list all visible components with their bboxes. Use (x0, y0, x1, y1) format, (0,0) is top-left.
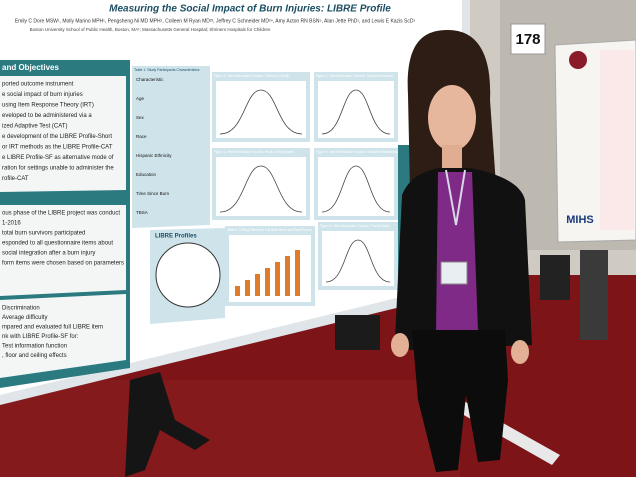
poster-affiliation: Boston University School of Public Healt… (30, 27, 271, 32)
shirt (436, 172, 478, 332)
poster-line: mpared and evaluated full LIBRE item (2, 325, 103, 331)
poster-title: Measuring the Social Impact of Burn Inju… (109, 4, 391, 15)
poster-line: rofile-CAT (2, 176, 29, 182)
figure-plot (216, 81, 306, 138)
poster-line: ized Adaptive Test (CAT) (2, 124, 67, 130)
neck (442, 145, 462, 173)
hand-right (511, 340, 529, 364)
decor-bar (235, 286, 240, 296)
poster-line: ported outcome instrument (2, 82, 74, 88)
figure-plot (318, 157, 394, 216)
decor-curve (219, 89, 303, 135)
left-text: ported outcome instrument e social impact… (2, 82, 114, 183)
figure-plot (322, 231, 394, 286)
bg-person-left (125, 372, 210, 477)
figure-label: Figure 1. Test Information Function: Fri… (214, 74, 289, 78)
poster-line: Average difficulty (2, 315, 47, 321)
profiles-label: LIBRE Profiles (155, 234, 197, 240)
poster-line: Race (136, 134, 147, 139)
figure-label: Figure 6. Test Information Function: Fam… (320, 224, 390, 228)
figure-label: Table 2. Ceiling Effects for Full Bank I… (227, 228, 312, 232)
poster-line: total burn survivors participated (2, 231, 85, 237)
side-logo (569, 51, 587, 69)
decor-bar (285, 256, 290, 296)
poster-line: Test information function (2, 344, 67, 350)
poster-line: Sex (136, 115, 145, 120)
left-box (0, 76, 126, 192)
profiles-wheel (155, 242, 221, 308)
decor-curve (219, 165, 303, 213)
lanyard (445, 169, 466, 226)
methods-box (0, 205, 126, 296)
poster-line: or IRT methods as the LIBRE Profile-CAT (2, 145, 113, 151)
figure-label: Figure 4. Test Information Function: Wor… (214, 150, 294, 154)
booth-number: 178 (515, 31, 540, 48)
decor-bar (245, 280, 250, 296)
decor-bar (255, 274, 260, 296)
decor-bar (275, 262, 280, 296)
poster-line: esponded to all questionnaire items abou… (2, 241, 113, 247)
figure-plot (216, 157, 306, 216)
table-box (132, 66, 210, 228)
side-column (600, 50, 634, 230)
poster-authors: Emily C Dore MSW¹, Molly Marino MPH¹, Pe… (15, 18, 416, 24)
decor-bar (265, 268, 270, 296)
poster-line: Age (136, 96, 145, 101)
results-box (0, 294, 126, 378)
decor-curve (325, 239, 391, 283)
side-logo-text: MIHS (566, 214, 594, 226)
poster-line: social integration after a burn injury (2, 251, 95, 257)
poster-line: ous phase of the LIBRE project was condu… (2, 211, 120, 217)
results-text: Discrimination Average difficulty mpared a… (2, 306, 103, 360)
poster-line: e social impact of burn injuries (2, 92, 83, 98)
poster-line: Time Since Burn (136, 191, 170, 196)
decor-curve (321, 165, 391, 213)
poster-line: Hispanic Ethnicity (136, 153, 172, 158)
poster-line: e LIBRE Profile-SF as alternative mode o… (2, 155, 114, 161)
poster-line: e development of the LIBRE Profile-Short (2, 134, 112, 140)
figure-plot (318, 81, 394, 138)
poster-line: nk with LIBRE Profile-SF for: (2, 334, 79, 340)
bg-person-right (540, 255, 570, 300)
poster-line: 1-2016 (2, 221, 21, 227)
table-rows: Characteristic Age Sex Race Hispanic Ethnici… (136, 77, 172, 215)
poster-line: Education (136, 172, 157, 177)
face (428, 85, 476, 151)
figure-label: Figure 5. Test Information Function: Rom… (316, 150, 401, 154)
left-heading: and Objectives (2, 63, 59, 72)
figures: Figure 1. Test Information Function: Fri… (212, 72, 401, 306)
decor-bar (295, 250, 300, 296)
booth-sign (510, 23, 546, 55)
badge (440, 261, 468, 285)
pants (412, 330, 508, 472)
carpet-left (0, 380, 460, 477)
figure-label: Figure 2. Test Information Function: Soc… (316, 74, 393, 78)
poster-line: Characteristic (136, 77, 164, 82)
poster-line: ration for settings unable to administer… (2, 166, 114, 172)
hand-left (391, 333, 409, 357)
decor-curve (321, 89, 391, 135)
poster-line: , floor and ceiling effects (2, 353, 67, 359)
poster-line: eveloped to be administered via a (2, 113, 92, 119)
bg-person-right2 (580, 250, 608, 340)
poster-line: Discrimination (2, 306, 40, 312)
bg-person-legs (335, 315, 380, 350)
methods-text: ous phase of the LIBRE project was condu… (2, 211, 124, 267)
table-caption: Table 1. Study Participants Characterist… (134, 68, 200, 72)
poster-line: using Item Response Theory (IRT) (2, 103, 94, 109)
poster-line: form items were chosen based on paramete… (2, 261, 124, 267)
poster-line: TBSA (136, 210, 148, 215)
